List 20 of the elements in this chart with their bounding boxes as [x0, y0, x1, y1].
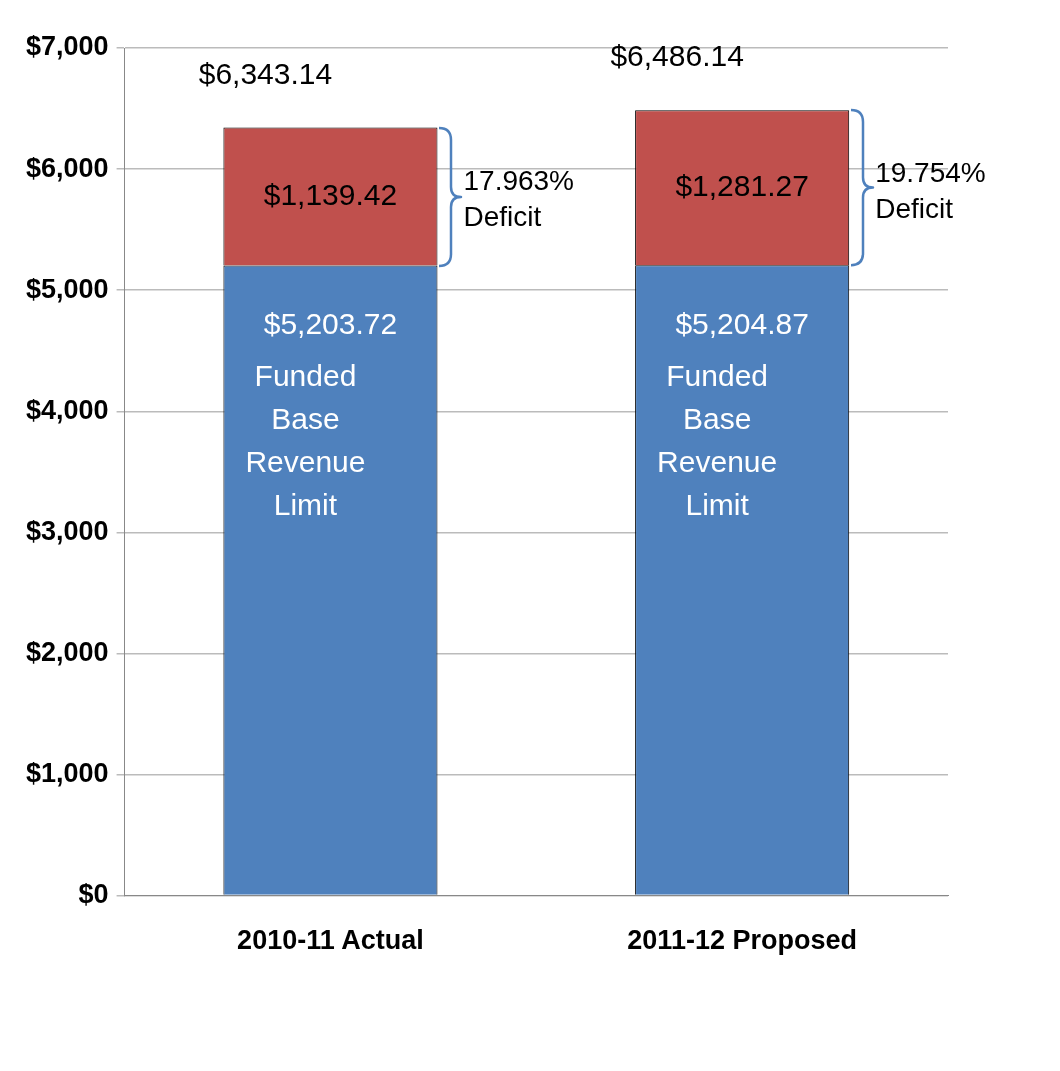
- text: Funded Base Revenue Limit: [657, 358, 778, 521]
- data-label: $5,204.87: [675, 306, 809, 340]
- series-label: Funded Base Revenue Limit: [245, 358, 366, 521]
- x-tick-label: 2010-11 Actual: [237, 925, 424, 956]
- y-tick-label: $4,000: [25, 394, 109, 425]
- total-label: $6,486.14: [610, 39, 744, 73]
- data-label: $1,139.42: [263, 177, 398, 211]
- y-tick-label: $5,000: [25, 273, 109, 304]
- annotation: 17.963% Deficit: [463, 165, 575, 233]
- y-tick-label: $7,000: [25, 31, 109, 62]
- annotation: 19.754% Deficit: [875, 156, 986, 224]
- x-tick-label: 2011-12 Proposed: [627, 925, 857, 956]
- y-tick-label: $0: [78, 879, 109, 910]
- y-tick-label: $6,000: [25, 152, 109, 183]
- y-tick-label: $1,000: [25, 757, 109, 788]
- y-tick-label: $3,000: [25, 515, 109, 546]
- total-label: $6,343.14: [198, 56, 333, 90]
- y-tick-label: $2,000: [25, 636, 109, 667]
- data-label: $5,203.72: [263, 306, 398, 340]
- data-label: $1,281.27: [675, 169, 809, 203]
